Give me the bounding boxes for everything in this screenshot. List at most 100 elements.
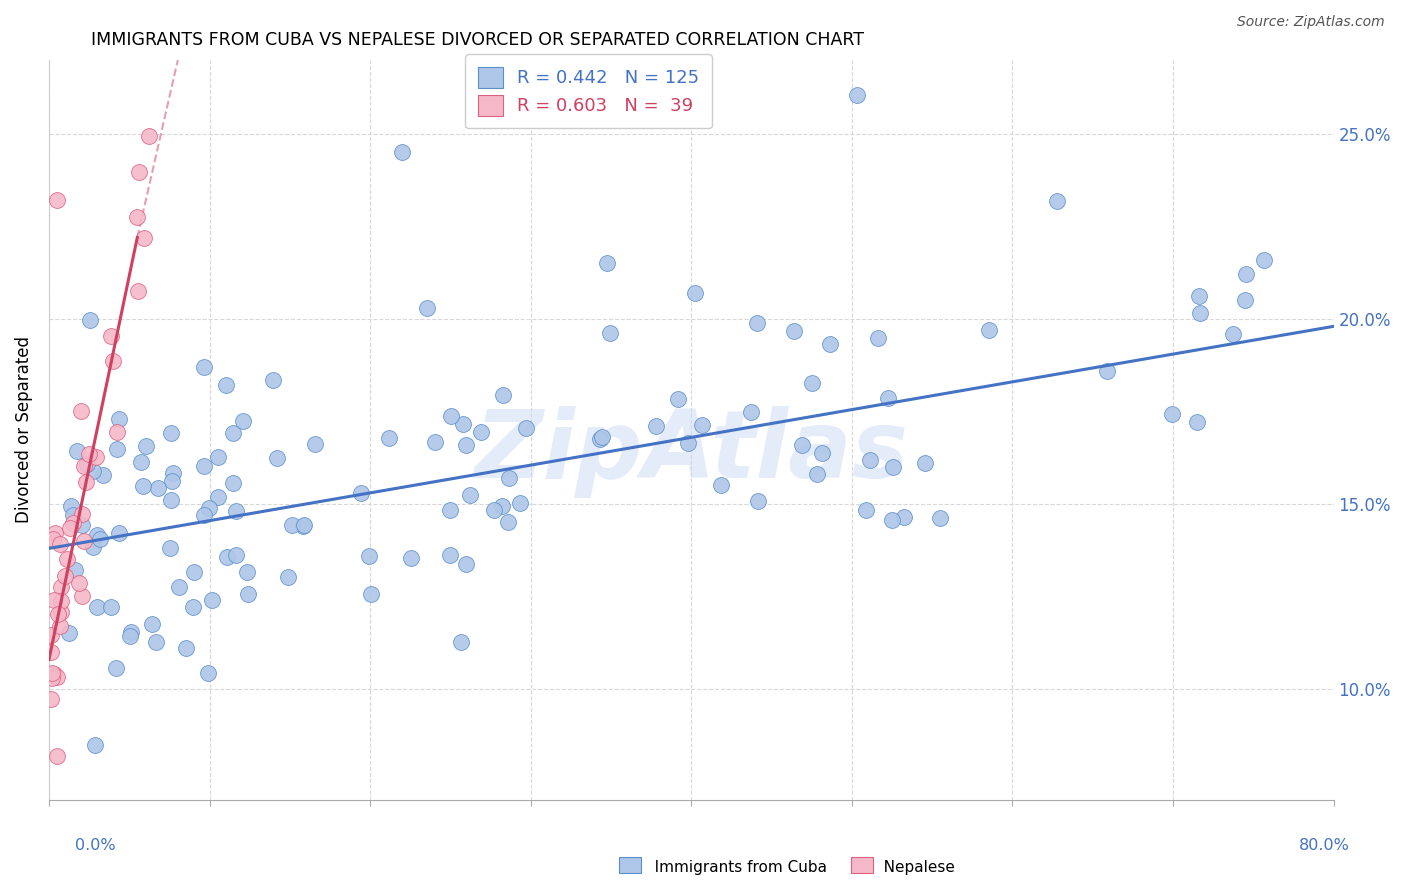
- Point: [1161, 407, 1184, 421]
- Point: [360, 587, 382, 601]
- Point: [292, 517, 315, 532]
- Point: [134, 231, 156, 245]
- Point: [266, 451, 288, 466]
- Point: [55, 551, 77, 566]
- Point: [292, 519, 315, 533]
- Point: [876, 391, 898, 405]
- FancyBboxPatch shape: [619, 857, 641, 873]
- Point: [859, 453, 882, 467]
- Point: [645, 419, 668, 434]
- Text: Immigrants from Cuba: Immigrants from Cuba: [640, 860, 827, 874]
- Point: [183, 599, 205, 614]
- Point: [70, 589, 93, 603]
- Point: [678, 435, 700, 450]
- Point: [82, 540, 104, 554]
- Point: [207, 490, 229, 504]
- Point: [498, 471, 520, 485]
- Point: [120, 624, 142, 639]
- FancyBboxPatch shape: [851, 857, 873, 873]
- Point: [811, 446, 834, 460]
- Point: [82, 464, 104, 478]
- Point: [46, 748, 69, 763]
- Point: [1097, 364, 1119, 378]
- Point: [801, 376, 824, 391]
- Point: [277, 570, 299, 584]
- Point: [893, 510, 915, 524]
- Point: [236, 587, 259, 601]
- Point: [589, 432, 612, 446]
- Point: [439, 549, 461, 563]
- Point: [855, 503, 877, 517]
- Point: [818, 337, 841, 351]
- Point: [783, 324, 806, 338]
- Point: [846, 88, 869, 103]
- Point: [882, 512, 904, 526]
- Point: [73, 533, 96, 548]
- Point: [79, 313, 101, 327]
- Text: 80.0%: 80.0%: [1299, 838, 1350, 853]
- Point: [131, 455, 153, 469]
- Point: [62, 508, 84, 522]
- Point: [235, 565, 257, 579]
- Point: [1187, 415, 1209, 429]
- Text: ZipAtlas: ZipAtlas: [474, 406, 908, 498]
- Point: [73, 458, 96, 473]
- Point: [401, 551, 423, 566]
- Point: [105, 425, 128, 440]
- Point: [42, 667, 65, 681]
- Point: [169, 580, 191, 594]
- Point: [105, 442, 128, 456]
- Point: [740, 405, 762, 419]
- Point: [193, 459, 215, 474]
- Point: [685, 285, 707, 300]
- Point: [225, 549, 247, 563]
- Point: [159, 492, 181, 507]
- Point: [127, 284, 149, 298]
- Point: [596, 256, 619, 270]
- Point: [482, 503, 505, 517]
- Point: [207, 450, 229, 465]
- Point: [128, 165, 150, 179]
- Point: [377, 431, 399, 445]
- Point: [232, 413, 254, 427]
- Point: [72, 518, 94, 533]
- Point: [710, 478, 733, 492]
- Point: [929, 510, 952, 524]
- Point: [450, 635, 472, 649]
- Point: [127, 210, 149, 224]
- Point: [118, 629, 141, 643]
- Point: [67, 575, 90, 590]
- Point: [86, 599, 108, 614]
- Point: [76, 457, 98, 471]
- Point: [197, 665, 219, 680]
- Point: [977, 323, 1000, 337]
- Point: [89, 532, 111, 546]
- Point: [1253, 252, 1275, 267]
- Point: [49, 605, 72, 619]
- Point: [44, 525, 66, 540]
- Point: [690, 417, 713, 432]
- Point: [48, 537, 70, 551]
- Point: [42, 532, 65, 546]
- Legend: R = 0.442   N = 125, R = 0.603   N =  39: R = 0.442 N = 125, R = 0.603 N = 39: [465, 54, 711, 128]
- Point: [790, 438, 813, 452]
- Point: [1188, 288, 1211, 302]
- Text: IMMIGRANTS FROM CUBA VS NEPALESE DIVORCED OR SEPARATED CORRELATION CHART: IMMIGRANTS FROM CUBA VS NEPALESE DIVORCE…: [91, 31, 865, 49]
- Point: [58, 521, 80, 535]
- Point: [45, 670, 67, 684]
- Point: [84, 738, 107, 752]
- Point: [440, 409, 463, 423]
- Point: [747, 494, 769, 508]
- Point: [222, 425, 245, 440]
- Point: [160, 425, 183, 440]
- Point: [470, 425, 492, 439]
- Point: [214, 378, 236, 392]
- Point: [262, 374, 284, 388]
- Point: [201, 592, 224, 607]
- Point: [62, 516, 84, 530]
- Point: [496, 515, 519, 529]
- Point: [458, 488, 481, 502]
- Text: Source: ZipAtlas.com: Source: ZipAtlas.com: [1237, 15, 1385, 29]
- Point: [41, 671, 63, 685]
- Point: [193, 508, 215, 522]
